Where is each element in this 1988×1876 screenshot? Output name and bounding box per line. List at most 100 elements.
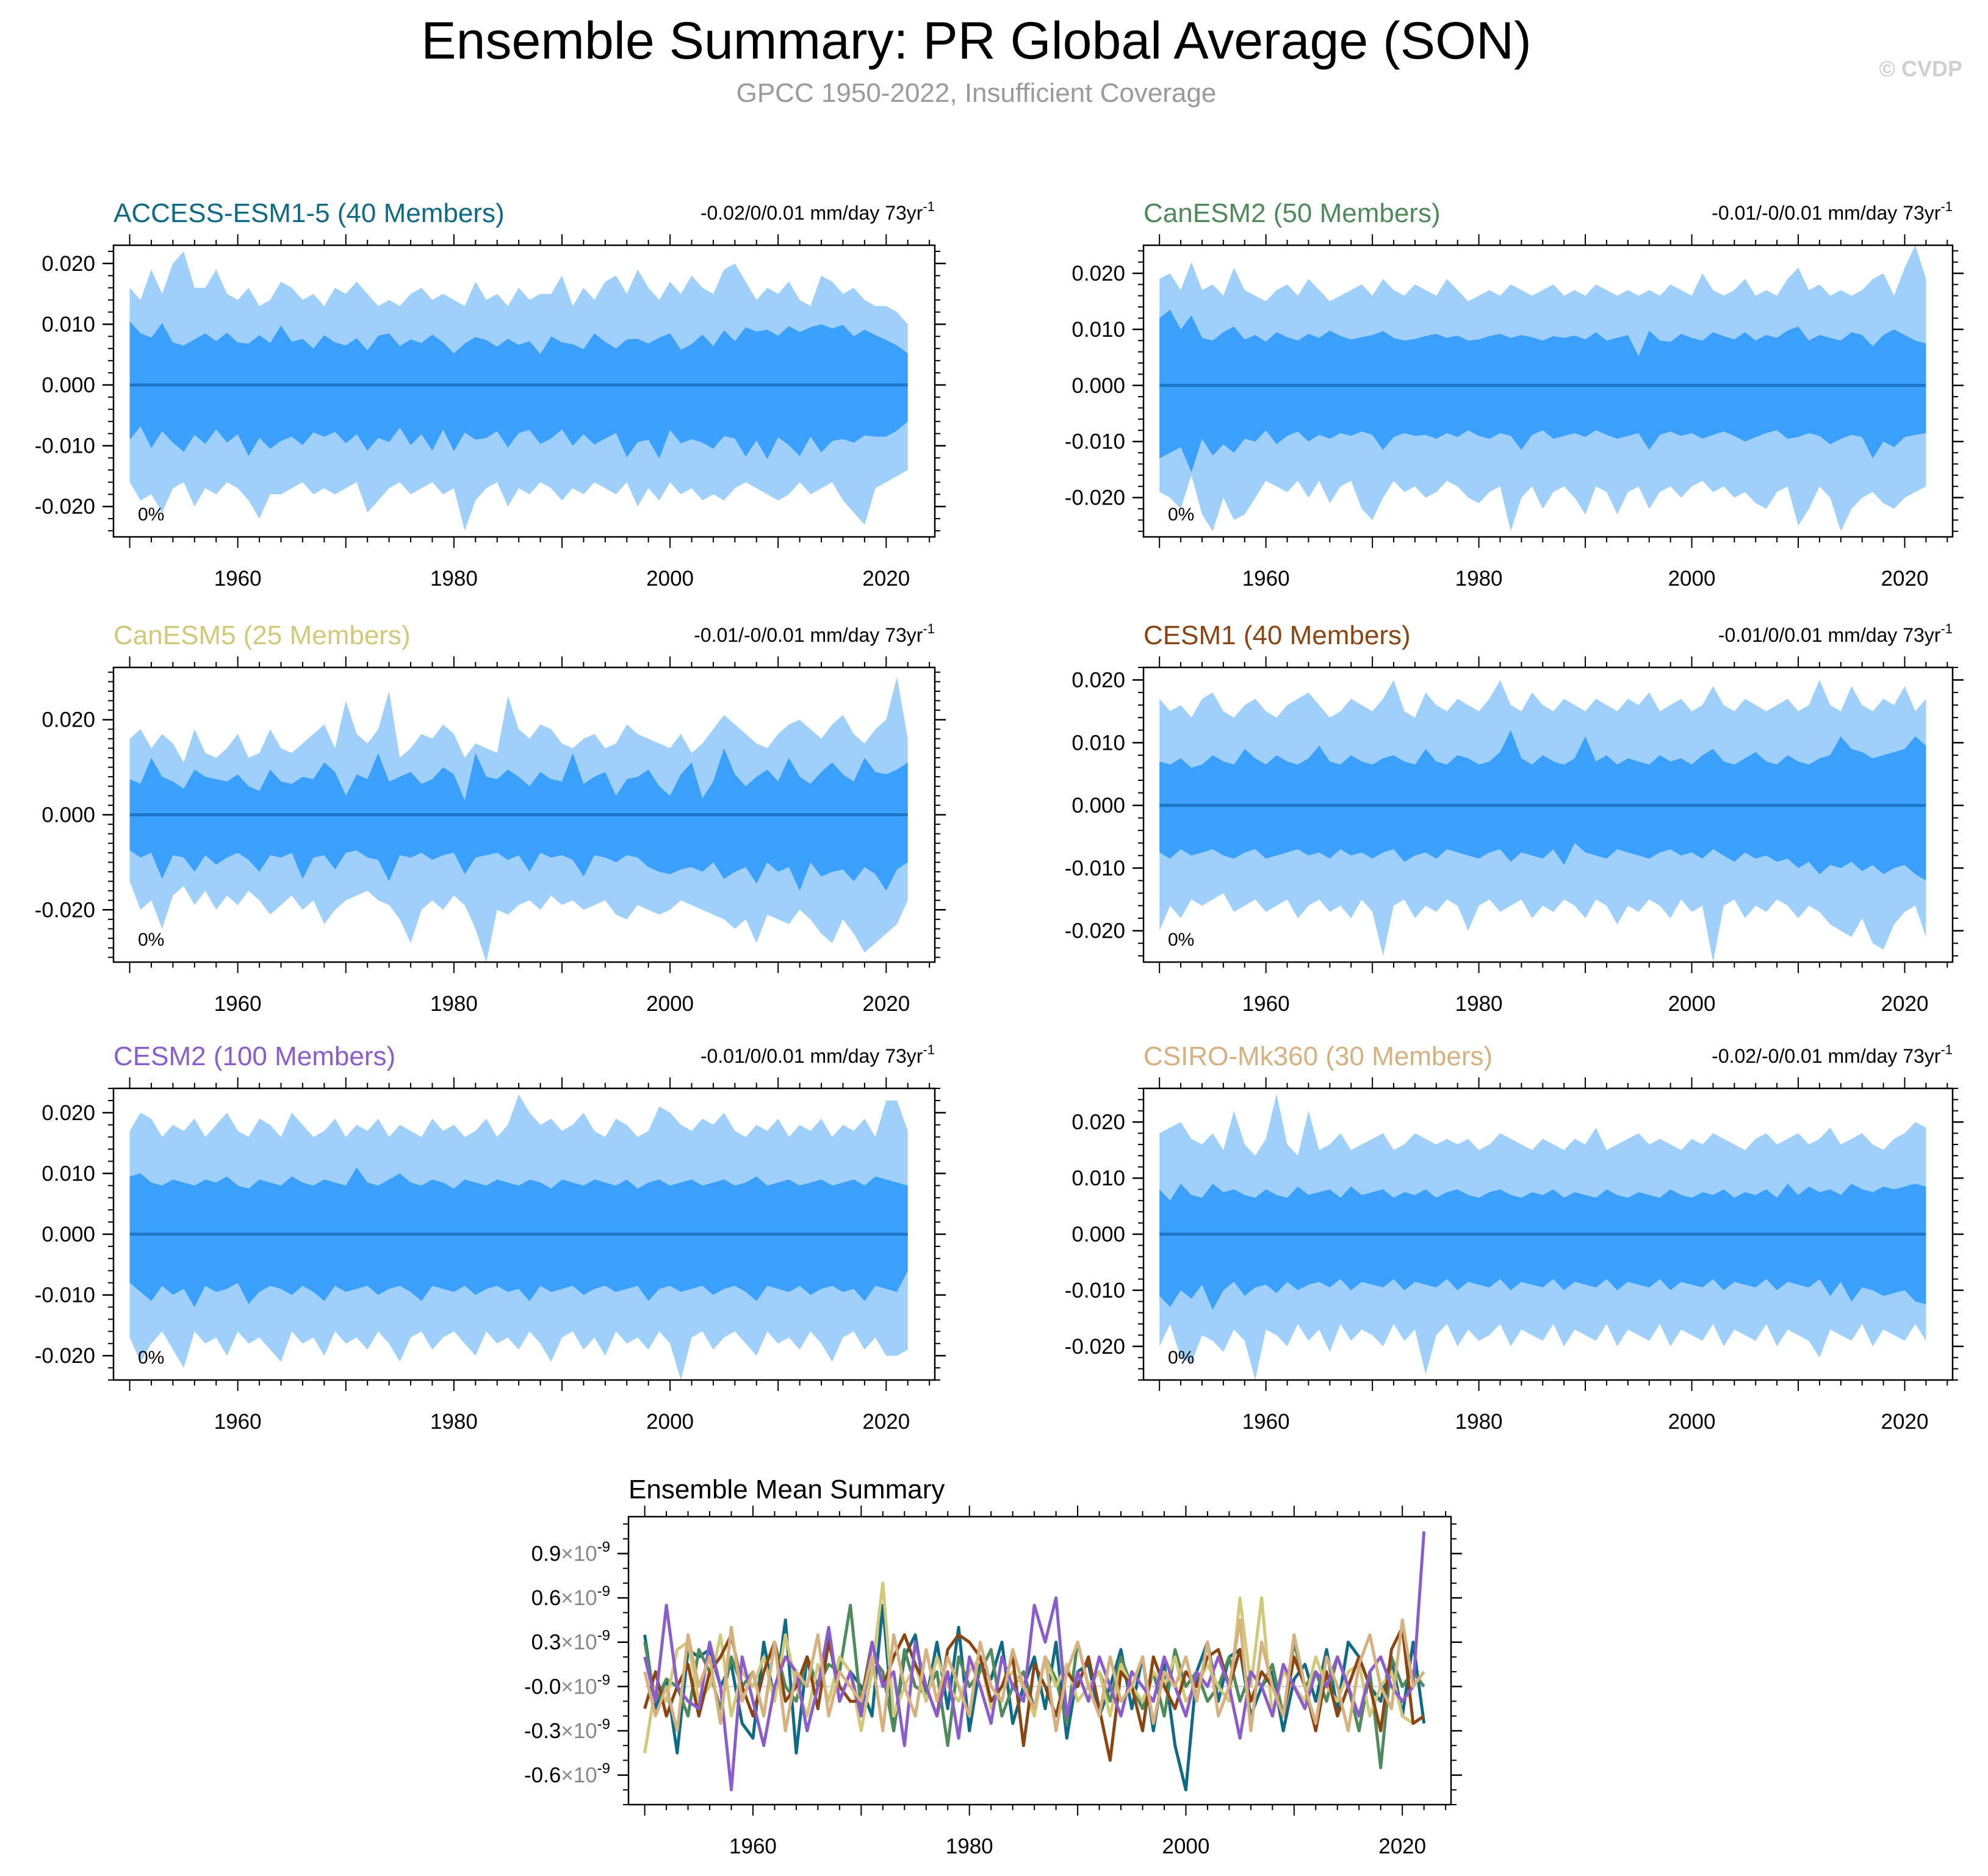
y-tick-label: 0.020	[1071, 262, 1125, 286]
y-tick-label: -0.020	[35, 898, 95, 922]
y-tick-label: 0.020	[41, 708, 95, 732]
panel-title: ACCESS-ESM1-5 (40 Members)	[113, 198, 505, 228]
coverage-percent-label: 0%	[138, 1348, 164, 1368]
y-tick-label: -0.010	[35, 434, 95, 458]
x-tick-label: 1960	[214, 567, 262, 591]
y-tick-label: 0.3×10-9	[531, 1628, 610, 1655]
panel-title: CanESM2 (50 Members)	[1143, 198, 1441, 228]
x-tick-label: 1980	[430, 992, 478, 1016]
x-tick-label: 2000	[1162, 1835, 1210, 1858]
plot-frame	[112, 244, 936, 538]
x-tick-label: 1980	[1455, 567, 1503, 591]
x-tick-label: 1960	[214, 992, 262, 1016]
y-tick-label: 0.010	[41, 312, 95, 336]
y-tick-label: 0.000	[41, 803, 95, 827]
plot-frame	[1142, 244, 1954, 538]
inner-spread-band	[129, 321, 908, 459]
inner-spread-band	[129, 748, 908, 891]
x-tick-label: 1960	[1242, 992, 1290, 1016]
x-tick-label: 2020	[862, 992, 910, 1016]
panel-title: CESM2 (100 Members)	[113, 1041, 395, 1071]
y-tick-label: -0.020	[1065, 486, 1125, 510]
y-tick-label: -0.3×10-9	[524, 1716, 610, 1743]
y-tick-label: 0.000	[1071, 374, 1125, 398]
panel-CESM1: 0.020 0.010 0.000 -0.010 -0.020 1960 1980 2000 2…	[1065, 620, 1964, 1016]
y-tick-label: 0.010	[1071, 318, 1125, 342]
y-tick-label: -0.010	[1065, 1279, 1125, 1303]
x-tick-label: 2000	[646, 1410, 694, 1434]
x-tick-label: 2020	[1881, 992, 1929, 1016]
y-tick-label: -0.010	[35, 1284, 95, 1307]
coverage-percent-label: 0%	[138, 505, 164, 525]
panel-CanESM2: 0.020 0.010 0.000 -0.010 -0.020 1960 1980 2000 2…	[1065, 198, 1964, 591]
series-line-CSIRO-Mk360	[643, 1618, 1425, 1733]
coverage-percent-label: 0%	[1168, 505, 1194, 525]
x-tick-label: 2020	[1881, 1410, 1929, 1434]
x-tick-label: 2000	[1668, 992, 1716, 1016]
y-tick-label: 0.9×10-9	[531, 1539, 610, 1566]
plot-frame	[627, 1515, 1452, 1806]
y-tick-label: -0.010	[1065, 430, 1125, 454]
y-tick-label: 0.020	[1071, 1110, 1125, 1134]
y-tick-label: 0.000	[41, 373, 95, 397]
x-tick-label: 1980	[430, 567, 478, 591]
y-tick-label: 0.010	[1071, 1166, 1125, 1190]
y-tick-label: 0.010	[41, 1162, 95, 1185]
y-tick-label: -0.6×10-9	[524, 1761, 610, 1788]
trend-label: -0.01/-0/0.01 mm/day 73yr-1	[1712, 199, 1953, 224]
panel-ACCESS-ESM1-5: 0.020 0.010 0.000 -0.010 -0.020 1960 1980 2000 2…	[35, 198, 946, 591]
y-tick-label: 0.010	[1071, 731, 1125, 755]
x-tick-label: 1980	[946, 1835, 993, 1858]
panel-CSIRO-Mk360: 0.020 0.010 0.000 -0.010 -0.020 1960 1980 2000 2…	[1065, 1041, 1964, 1434]
y-tick-label: -0.0×10-9	[524, 1672, 610, 1698]
y-tick-label: 0.020	[1071, 669, 1125, 692]
trend-label: -0.01/0/0.01 mm/day 73yr-1	[1718, 621, 1953, 646]
y-tick-label: -0.020	[1065, 1335, 1125, 1359]
panel-ensemble-mean-summary: 0.9×10-9 0.6×10-9 0.3×10-9 -0.0×10-9 -0.3×10…	[524, 1475, 1462, 1858]
plot-frame	[1142, 666, 1954, 963]
panel-CanESM5: 0.020 0.000 -0.020 1960 1980 2000 2020 CanESM5 …	[35, 620, 946, 1016]
coverage-percent-label: 0%	[138, 930, 164, 950]
x-tick-label: 1960	[729, 1835, 777, 1858]
trend-label: -0.02/-0/0.01 mm/day 73yr-1	[1712, 1042, 1953, 1067]
trend-label: -0.02/0/0.01 mm/day 73yr-1	[700, 199, 935, 224]
inner-spread-band	[129, 1167, 908, 1307]
coverage-percent-label: 0%	[1168, 1348, 1194, 1368]
x-tick-label: 1960	[1242, 567, 1290, 591]
x-tick-label: 1960	[1242, 1410, 1290, 1434]
y-tick-label: 0.000	[1071, 794, 1125, 818]
y-tick-label: 0.020	[41, 1101, 95, 1125]
trend-label: -0.01/-0/0.01 mm/day 73yr-1	[694, 621, 935, 646]
y-tick-label: 0.6×10-9	[531, 1583, 610, 1610]
x-tick-label: 2020	[862, 1410, 910, 1434]
y-tick-label: -0.020	[35, 1344, 95, 1368]
x-tick-label: 2000	[646, 992, 694, 1016]
credit-watermark: © CVDP	[1879, 56, 1962, 81]
page-subtitle: GPCC 1950-2022, Insufficient Coverage	[736, 78, 1217, 108]
y-tick-label: 0.000	[1071, 1223, 1125, 1246]
panel-title: CanESM5 (25 Members)	[113, 620, 411, 650]
series-line-CESM2	[643, 1531, 1426, 1792]
y-tick-label: -0.010	[1065, 857, 1125, 880]
panel-title: Ensemble Mean Summary	[628, 1475, 945, 1504]
trend-label: -0.01/0/0.01 mm/day 73yr-1	[700, 1042, 935, 1067]
x-tick-label: 2000	[646, 567, 694, 591]
x-tick-label: 1980	[1455, 1410, 1503, 1434]
x-tick-label: 2020	[862, 567, 910, 591]
y-tick-label: -0.020	[35, 495, 95, 519]
x-tick-label: 2020	[1378, 1835, 1426, 1858]
y-tick-label: 0.020	[41, 252, 95, 276]
x-tick-label: 2000	[1668, 567, 1716, 591]
y-tick-label: 0.000	[41, 1223, 95, 1246]
x-tick-label: 2020	[1881, 567, 1929, 591]
inner-spread-band	[1159, 1184, 1926, 1310]
panel-title: CSIRO-Mk360 (30 Members)	[1143, 1041, 1493, 1071]
x-tick-label: 2000	[1668, 1410, 1716, 1434]
y-tick-label: -0.020	[1065, 919, 1125, 943]
inner-spread-band	[1159, 309, 1926, 473]
panel-title: CESM1 (40 Members)	[1143, 620, 1411, 650]
panel-CESM2: 0.020 0.010 0.000 -0.010 -0.020 1960 1980 2000 2…	[35, 1041, 946, 1434]
x-tick-label: 1980	[1455, 992, 1503, 1016]
x-tick-label: 1980	[430, 1410, 478, 1434]
page-title: Ensemble Summary: PR Global Average (SON…	[421, 12, 1532, 70]
